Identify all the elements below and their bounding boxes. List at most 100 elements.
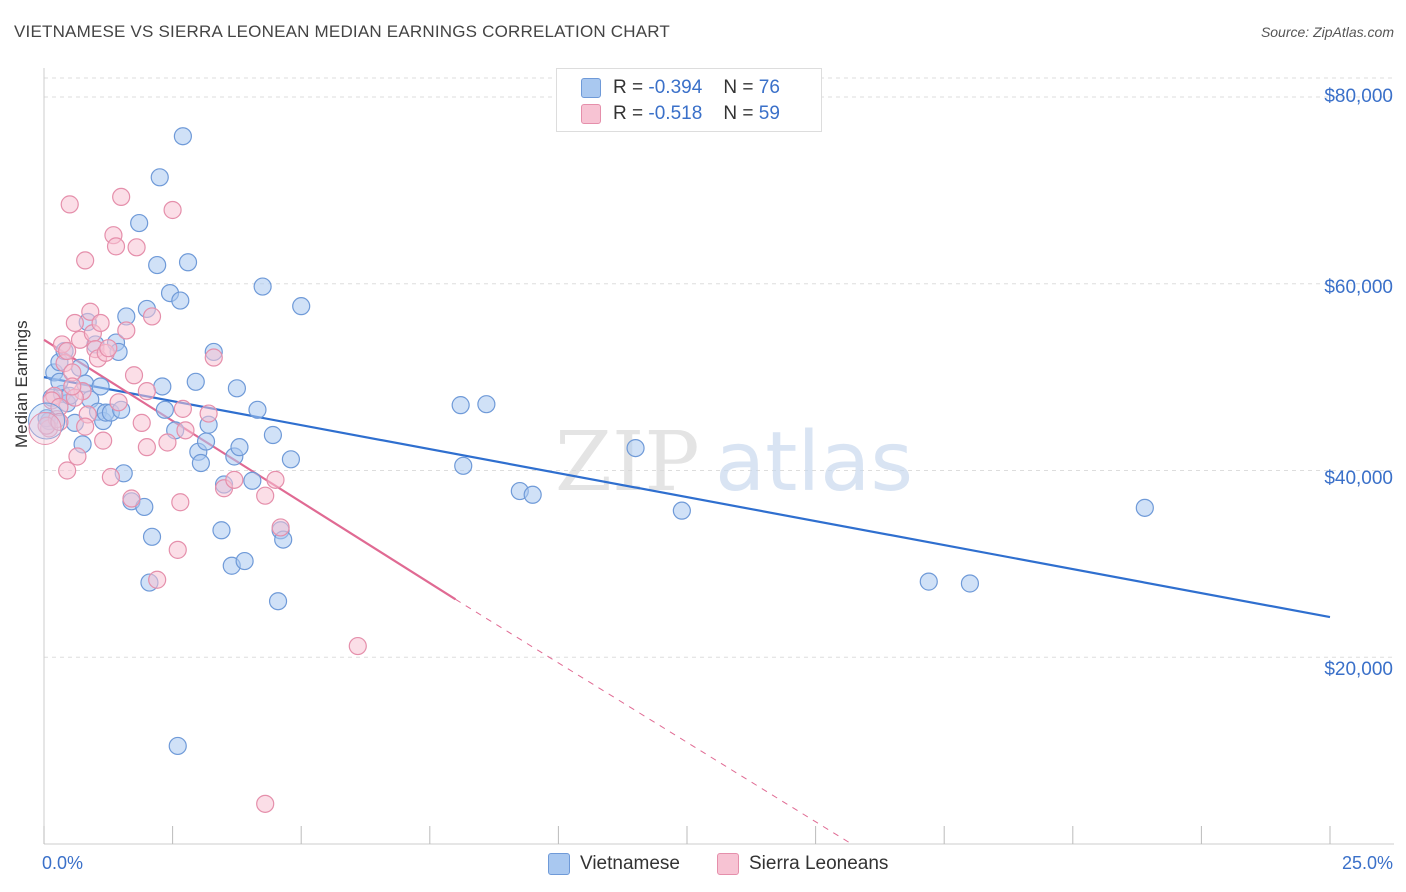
point-vietnamese [253,277,272,296]
point-vietnamese [135,497,154,517]
point-vietnamese [150,168,169,187]
point-vietnamese [1135,498,1154,517]
point-vietnamese [28,402,66,440]
legend-label: Vietnamese [580,853,680,874]
point-sierra-leoneans [91,313,110,333]
vietnamese-swatch [548,853,570,875]
point-vietnamese [227,379,246,398]
r-value: -0.518 [648,103,703,124]
point-sierra-leoneans [58,341,77,361]
r-value: -0.394 [648,77,703,98]
point-vietnamese [196,432,216,451]
watermark-atlas: atlas [715,415,913,510]
n-label: N = [723,77,754,98]
sierra-leoneans-swatch [581,104,601,124]
point-sierra-leoneans [137,382,156,401]
point-sierra-leoneans [163,200,182,220]
point-sierra-leoneans [266,470,285,489]
axes [43,68,1394,845]
point-vietnamese [212,521,231,540]
watermark: ZIP atlas [555,415,913,510]
point-vietnamese [173,127,192,146]
trend-line-vietnamese [43,376,1331,619]
point-sierra-leoneans [76,417,95,436]
point-sierra-leoneans [168,540,187,559]
point-vietnamese [248,400,267,419]
point-vietnamese [477,395,496,414]
point-sierra-leoneans [225,470,244,489]
point-vietnamese [672,501,691,520]
n-value: 59 [758,103,780,124]
correlation-legend: R = -0.394 N = 76 R = -0.518 N = 59 [556,68,822,132]
chart-title: VIETNAMESE VS SIERRA LEONEAN MEDIAN EARN… [14,22,671,41]
x-tick-label-min: 0.0% [42,853,84,873]
point-sierra-leoneans [60,195,79,214]
point-vietnamese [142,527,162,546]
point-sierra-leoneans [76,251,95,270]
sierra-leoneans-swatch [717,853,739,875]
point-sierra-leoneans [127,238,146,257]
point-vietnamese [130,213,149,233]
point-vietnamese [148,255,167,275]
point-sierra-leoneans [199,404,218,423]
point-vietnamese [230,438,249,457]
point-vietnamese [171,291,190,310]
point-sierra-leoneans [256,486,275,505]
grid-lines [44,77,1394,658]
point-sierra-leoneans [117,321,136,340]
point-vietnamese [268,592,288,611]
x-tick-label-max: 25.0% [1341,853,1393,873]
point-vietnamese [281,450,301,469]
point-vietnamese [91,377,110,396]
chart-source: Source: ZipAtlas.com [1260,24,1394,40]
point-vietnamese [292,297,311,316]
point-sierra-leoneans [112,187,131,207]
point-sierra-leoneans [68,447,87,466]
n-value: 76 [758,77,780,98]
point-sierra-leoneans [137,438,156,457]
point-vietnamese [960,574,980,593]
point-vietnamese [243,471,262,490]
point-sierra-leoneans [101,467,120,487]
point-vietnamese [919,572,938,591]
point-sierra-leoneans [63,377,82,396]
n-label: N = [723,103,754,124]
point-vietnamese [178,253,198,272]
point-vietnamese [235,551,254,571]
point-sierra-leoneans [348,636,367,656]
point-sierra-leoneans [132,413,151,432]
point-sierra-leoneans [171,493,190,512]
point-sierra-leoneans [173,399,192,418]
point-vietnamese [153,377,172,396]
trend-line-sierra-leoneans [43,338,457,601]
point-sierra-leoneans [81,302,100,321]
point-vietnamese [155,400,174,419]
r-label: R = [613,77,644,98]
point-vietnamese [186,372,205,391]
point-sierra-leoneans [65,313,84,333]
point-sierra-leoneans [124,366,144,385]
legend-label: Sierra Leoneans [749,853,889,874]
y-tick-label: $80,000 [1324,86,1393,107]
y-axis-label: Median Earnings [12,320,31,448]
y-tick-label: $60,000 [1324,277,1393,298]
point-sierra-leoneans [256,794,275,813]
point-vietnamese [523,485,542,504]
y-tick-label: $20,000 [1324,659,1393,680]
point-sierra-leoneans [58,461,77,480]
point-sierra-leoneans [99,339,118,358]
point-sierra-leoneans [158,433,177,452]
r-label: R = [613,103,644,124]
point-sierra-leoneans [148,570,167,589]
point-vietnamese [626,438,645,458]
vietnamese-swatch [581,78,601,98]
point-sierra-leoneans [109,393,128,412]
point-sierra-leoneans [142,307,162,326]
point-sierra-leoneans [106,237,126,256]
point-vietnamese [191,453,210,473]
point-vietnamese [451,396,470,415]
point-sierra-leoneans [176,421,195,440]
point-sierra-leoneans [271,518,290,537]
point-sierra-leoneans [94,431,113,450]
point-sierra-leoneans [28,411,62,445]
